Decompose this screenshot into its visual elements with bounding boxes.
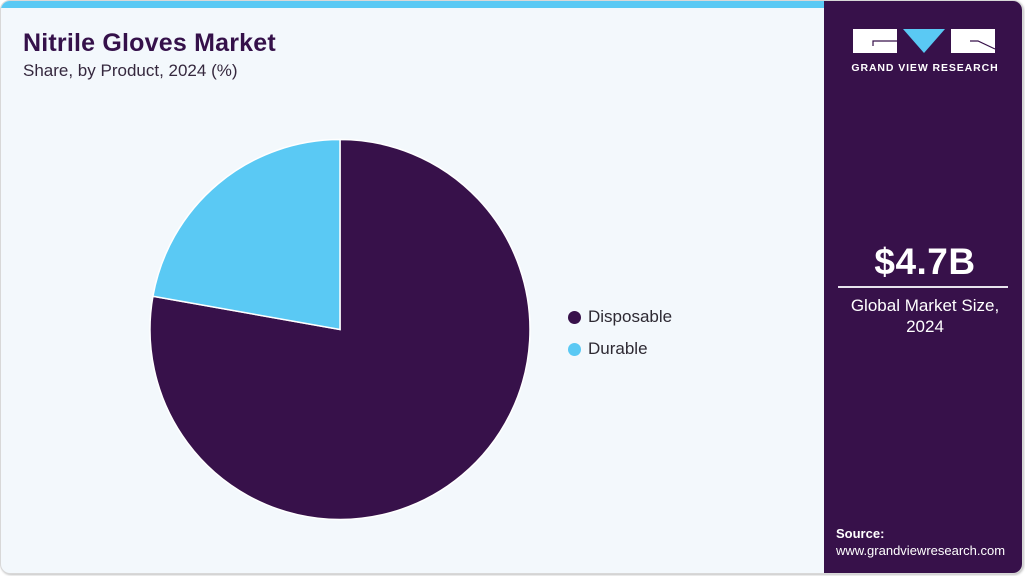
legend-item-durable[interactable]: Durable [568,333,672,365]
market-caption-line1: Global Market Size, [850,296,1000,315]
pie-chart [149,138,531,521]
market-size-caption: Global Market Size, 2024 [824,295,1022,337]
source-label: Source: [836,526,885,541]
side-panel: GRAND VIEW RESEARCH $4.7B Global Market … [824,1,1022,573]
chart-title: Nitrile Gloves Market [23,29,276,57]
divider [838,286,1008,288]
legend-dot-disposable-icon [568,310,581,324]
market-size-value: $4.7B [874,241,976,282]
legend: Disposable Durable [568,301,672,365]
legend-label: Disposable [588,307,673,326]
legend-item-disposable[interactable]: Disposable [568,301,672,333]
pie-slice-durable[interactable] [152,138,341,331]
market-caption-line2: 2024 [906,317,944,336]
legend-label: Durable [588,339,648,358]
source-link[interactable]: www.grandviewresearch.com [836,543,1006,558]
accent-bar [1,1,824,8]
legend-dot-durable-icon [568,342,581,356]
brand-name: GRAND VIEW RESEARCH [851,62,999,74]
grand-view-research-logo-icon [853,29,995,53]
chart-subtitle: Share, by Product, 2024 (%) [23,61,238,80]
